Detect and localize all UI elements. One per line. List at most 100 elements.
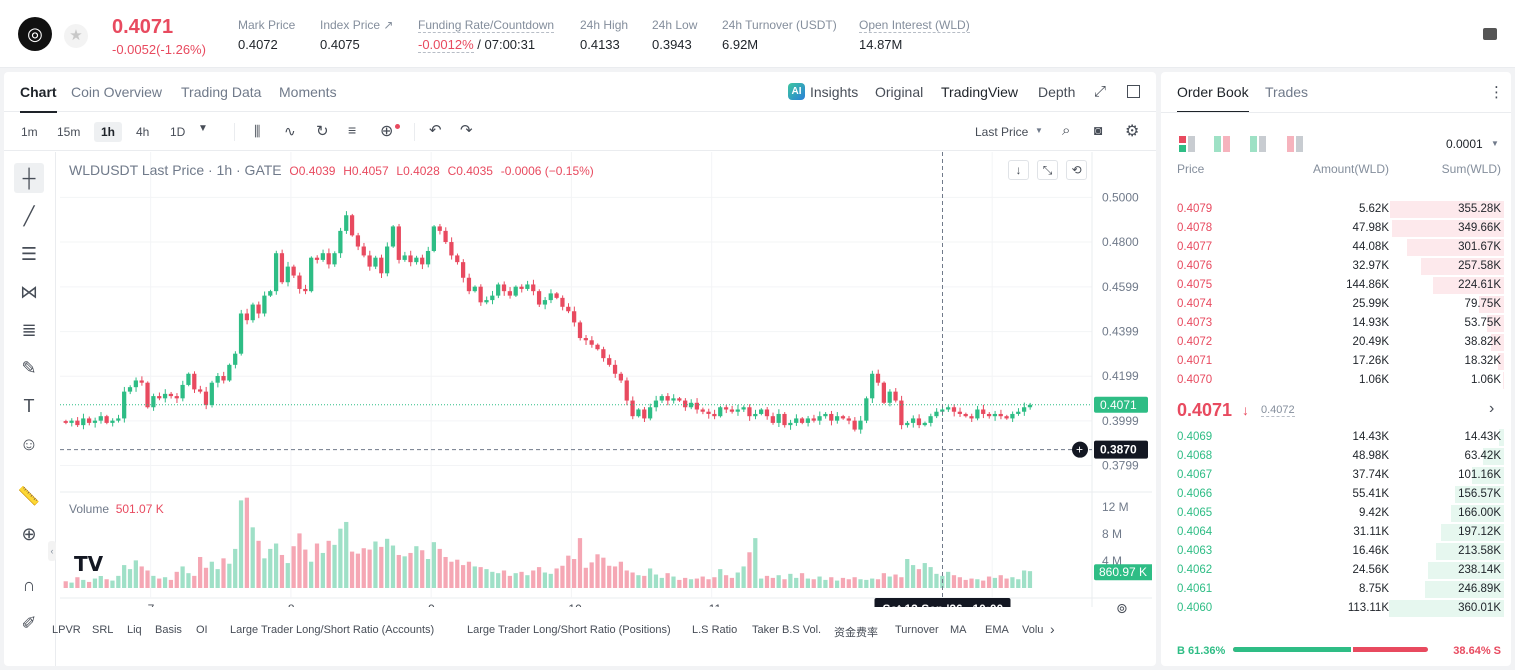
- timeframe-1d[interactable]: 1D: [170, 125, 186, 139]
- order-row[interactable]: 0.4073 14.93K 53.75K: [1161, 314, 1511, 333]
- settings-gear-icon[interactable]: ⚙: [1125, 123, 1140, 140]
- magnet-icon[interactable]: ∩: [22, 575, 36, 595]
- expand-icon[interactable]: ⤢: [1094, 83, 1107, 100]
- indicator-tab[interactable]: EMA: [985, 624, 1009, 636]
- camera-icon[interactable]: ◙: [1094, 122, 1103, 138]
- order-row[interactable]: 0.4062 24.56K 238.14K: [1161, 561, 1511, 580]
- indicator-tab[interactable]: OI: [196, 624, 208, 636]
- brush-icon[interactable]: ✎: [21, 358, 37, 378]
- timeframe-15m[interactable]: 15m: [57, 125, 81, 139]
- trend-line-icon[interactable]: ╱: [23, 206, 35, 226]
- order-row[interactable]: 0.4071 17.26K 18.32K: [1161, 352, 1511, 371]
- favorite-star-icon[interactable]: ★: [64, 24, 88, 48]
- order-row[interactable]: 0.4078 47.98K 349.66K: [1161, 219, 1511, 238]
- add-indicator-icon[interactable]: ⊕: [380, 123, 394, 140]
- precision-chevron-icon[interactable]: ▼: [1491, 139, 1499, 148]
- price-type-select[interactable]: Last Price: [975, 125, 1029, 139]
- fullscreen-icon[interactable]: [1127, 85, 1140, 98]
- view-tab-depth[interactable]: Depth: [1038, 84, 1076, 100]
- collapse-arrows-icon[interactable]: ⤡: [1037, 160, 1058, 180]
- view-bids-icon[interactable]: [1250, 136, 1266, 152]
- emoji-icon[interactable]: ☺: [19, 434, 39, 454]
- candle-body: [577, 322, 583, 339]
- price-axis-label: 0.3799: [1102, 459, 1139, 473]
- order-row[interactable]: 0.4074 25.99K 79.75K: [1161, 295, 1511, 314]
- pattern-icon[interactable]: ⋈: [20, 282, 38, 302]
- template-icon[interactable]: ≡: [348, 122, 357, 138]
- view-asks-icon[interactable]: [1287, 136, 1303, 152]
- tab-trades[interactable]: Trades: [1265, 84, 1309, 100]
- view-tab-original[interactable]: Original: [875, 84, 924, 100]
- tab-coin-overview[interactable]: Coin Overview: [71, 84, 163, 100]
- order-row[interactable]: 0.4070 1.06K 1.06K: [1161, 371, 1511, 390]
- indicator-tab[interactable]: Liq: [127, 624, 142, 636]
- pencil-lock-icon[interactable]: ✐: [21, 613, 37, 633]
- indicator-tab[interactable]: Large Trader Long/Short Ratio (Positions…: [467, 624, 671, 636]
- more-options-icon[interactable]: ⋮: [1489, 84, 1504, 101]
- order-row[interactable]: 0.4079 5.62K 355.28K: [1161, 200, 1511, 219]
- search-icon[interactable]: ⌕: [1062, 122, 1071, 139]
- tab-moments[interactable]: Moments: [279, 84, 337, 100]
- timeframe-dropdown-icon[interactable]: ▼: [198, 123, 208, 134]
- indicator-tab[interactable]: SRL: [92, 624, 114, 636]
- indicator-tab[interactable]: Volu: [1022, 624, 1044, 636]
- indicator-tab[interactable]: Large Trader Long/Short Ratio (Accounts): [230, 624, 435, 636]
- indicator-tab[interactable]: Turnover: [895, 624, 939, 636]
- timeframe-4h[interactable]: 4h: [136, 125, 150, 139]
- price-type-chevron-icon[interactable]: ▼: [1035, 126, 1043, 135]
- indicator-tab[interactable]: 资金费率: [834, 627, 878, 639]
- reset-chart-icon[interactable]: ⟲: [1066, 160, 1087, 180]
- order-row[interactable]: 0.4075 144.86K 224.61K: [1161, 276, 1511, 295]
- order-row[interactable]: 0.4066 55.41K 156.57K: [1161, 485, 1511, 504]
- tab-order-book[interactable]: Order Book: [1177, 84, 1249, 113]
- crosshair-icon[interactable]: ┼: [14, 163, 44, 193]
- undo-icon[interactable]: ↶: [429, 122, 442, 139]
- indicators-icon[interactable]: ∿: [284, 123, 296, 139]
- collapse-toolbar-icon[interactable]: ‹: [48, 541, 56, 561]
- book-icon[interactable]: [1483, 28, 1497, 40]
- scroll-down-icon[interactable]: ↓: [1008, 160, 1029, 180]
- order-row[interactable]: 0.4060 113.11K 360.01K: [1161, 599, 1511, 618]
- scroll-right-icon[interactable]: ›: [1050, 621, 1055, 637]
- index-price-stat[interactable]: Index Price ↗ 0.4075: [320, 18, 393, 52]
- order-row[interactable]: 0.4064 31.11K 197.12K: [1161, 523, 1511, 542]
- compare-icon[interactable]: ↻: [316, 123, 329, 140]
- horizontal-lines-icon[interactable]: ☰: [20, 244, 38, 264]
- candlestick-chart[interactable]: 0.5000 0.4800 0.4599 0.4399 0.4199 0.3999 0.37…: [60, 152, 1152, 607]
- indicator-tab[interactable]: Basis: [155, 624, 182, 636]
- order-row[interactable]: 0.4061 8.75K 246.89K: [1161, 580, 1511, 599]
- chevron-right-icon[interactable]: ›: [1489, 400, 1495, 417]
- zoom-in-icon[interactable]: ⊕: [21, 524, 37, 544]
- indicator-tab[interactable]: LPVR: [52, 624, 81, 636]
- order-row[interactable]: 0.4065 9.42K 166.00K: [1161, 504, 1511, 523]
- order-row[interactable]: 0.4077 44.08K 301.67K: [1161, 238, 1511, 257]
- candle-type-icon[interactable]: ⫼: [254, 123, 261, 139]
- tab-trading-data[interactable]: Trading Data: [181, 84, 262, 100]
- indicator-tab[interactable]: MA: [950, 624, 967, 636]
- view-layout-icon[interactable]: [1214, 136, 1230, 152]
- text-tool-icon[interactable]: T: [23, 396, 35, 416]
- order-row[interactable]: 0.4076 32.97K 257.58K: [1161, 257, 1511, 276]
- depth-bar: [1498, 353, 1504, 370]
- order-row[interactable]: 0.4067 37.74K 101.16K: [1161, 466, 1511, 485]
- view-tab-tradingview[interactable]: TradingView: [941, 84, 1019, 100]
- ruler-icon[interactable]: 📏: [17, 486, 41, 506]
- depth-bar: [1390, 201, 1504, 218]
- order-row[interactable]: 0.4068 48.98K 63.42K: [1161, 447, 1511, 466]
- stat-label[interactable]: Index Price ↗: [320, 18, 394, 32]
- view-tab-insights[interactable]: Insights: [810, 84, 859, 100]
- tab-chart[interactable]: Chart: [20, 84, 57, 113]
- indicator-tab[interactable]: Taker B.S Vol.: [752, 624, 822, 636]
- timeframe-1h[interactable]: 1h: [94, 122, 123, 142]
- view-both-icon[interactable]: [1179, 136, 1195, 152]
- redo-icon[interactable]: ↷: [460, 122, 473, 139]
- order-row[interactable]: 0.4069 14.43K 14.43K: [1161, 428, 1511, 447]
- indicator-tab[interactable]: L.S Ratio: [692, 624, 738, 636]
- fibonacci-icon[interactable]: ≣: [21, 320, 37, 340]
- order-row[interactable]: 0.4072 20.49K 38.82K: [1161, 333, 1511, 352]
- precision-select[interactable]: 0.0001: [1446, 137, 1483, 151]
- axis-settings-icon[interactable]: ⊚: [1116, 600, 1128, 616]
- timeframe-1m[interactable]: 1m: [21, 125, 38, 139]
- ai-insights-icon[interactable]: AI: [788, 83, 805, 100]
- order-row[interactable]: 0.4063 16.46K 213.58K: [1161, 542, 1511, 561]
